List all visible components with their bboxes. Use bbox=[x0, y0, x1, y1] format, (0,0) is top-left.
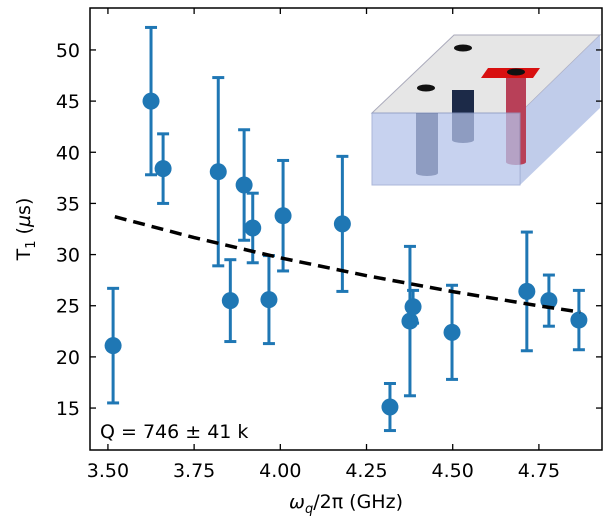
y-tick-label: 25 bbox=[56, 296, 80, 318]
point bbox=[334, 215, 351, 232]
y-label-part: 1 bbox=[24, 240, 39, 248]
point bbox=[244, 219, 261, 236]
y-tick-label: 50 bbox=[56, 40, 80, 62]
x-tick-label: 4.50 bbox=[432, 460, 474, 482]
point bbox=[405, 298, 422, 315]
inset-illustration bbox=[372, 35, 600, 185]
y-tick-label: 35 bbox=[56, 193, 80, 215]
y-tick-label: 40 bbox=[56, 142, 80, 164]
x-label-part: q bbox=[305, 502, 313, 517]
point bbox=[444, 324, 461, 341]
annotation: Q = 746 ± 41 k bbox=[100, 421, 248, 443]
x-label-part: /2π (GHz) bbox=[313, 491, 403, 513]
y-tick-label: 20 bbox=[56, 347, 80, 369]
x-axis-label: ωq/2π (GHz) bbox=[289, 491, 403, 517]
y-label-part: s) bbox=[13, 198, 35, 215]
point bbox=[275, 207, 292, 224]
point bbox=[401, 313, 418, 330]
point bbox=[222, 292, 239, 309]
x-label-part: ω bbox=[289, 491, 305, 513]
y-tick-label: 45 bbox=[56, 91, 80, 113]
y-label-part: µ bbox=[13, 215, 35, 228]
point bbox=[210, 163, 227, 180]
point bbox=[260, 291, 277, 308]
fit-line bbox=[115, 217, 580, 312]
x-tick-label: 4.25 bbox=[345, 460, 387, 482]
point bbox=[381, 399, 398, 416]
x-tick-label: 4.75 bbox=[518, 460, 560, 482]
point bbox=[155, 160, 172, 177]
y-tick-label: 15 bbox=[56, 398, 80, 420]
point bbox=[105, 337, 122, 354]
y-axis-label: T1 (µs) bbox=[13, 198, 39, 262]
point bbox=[236, 177, 253, 194]
chart: Q = 746 ± 41 k ωq/2π (GHz) T1 (µs) 3.50 3… bbox=[0, 0, 605, 521]
point bbox=[570, 312, 587, 329]
y-tick-label: 30 bbox=[56, 245, 80, 267]
y-label-part: T bbox=[13, 248, 35, 261]
x-tick-label: 3.50 bbox=[87, 460, 129, 482]
y-label-part: ( bbox=[13, 227, 35, 240]
x-tick-label: 4.00 bbox=[259, 460, 301, 482]
point bbox=[143, 93, 160, 110]
point bbox=[518, 283, 535, 300]
x-tick-label: 3.75 bbox=[173, 460, 215, 482]
